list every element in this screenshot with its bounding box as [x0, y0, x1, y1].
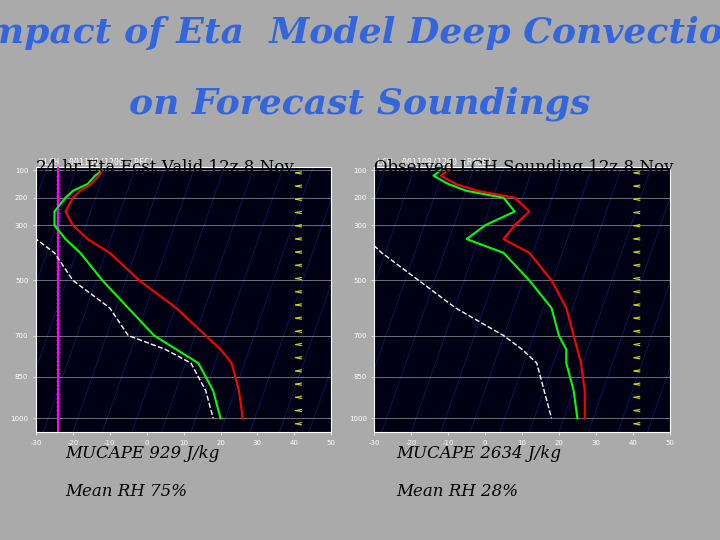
Text: MUCAPE 929 J/kg: MUCAPE 929 J/kg [65, 446, 219, 462]
Text: Impact of Eta  Model Deep Convection: Impact of Eta Model Deep Convection [0, 16, 720, 50]
Text: Observed LCH Sounding 12z 8 Nov: Observed LCH Sounding 12z 8 Nov [374, 159, 674, 176]
Text: 24 hr Eta Fcst Valid 12z 8 Nov: 24 hr Eta Fcst Valid 12z 8 Nov [36, 159, 294, 176]
Text: on Forecast Soundings: on Forecast Soundings [130, 86, 590, 121]
Text: KLCH  001108/1200 (PFC): KLCH 001108/1200 (PFC) [39, 158, 154, 167]
Text: Mean RH 75%: Mean RH 75% [65, 483, 186, 500]
Text: LCH  001108/1200 (RAOB): LCH 001108/1200 (RAOB) [377, 158, 492, 167]
Text: Mean RH 28%: Mean RH 28% [396, 483, 518, 500]
Text: MUCAPE 2634 J/kg: MUCAPE 2634 J/kg [396, 446, 561, 462]
